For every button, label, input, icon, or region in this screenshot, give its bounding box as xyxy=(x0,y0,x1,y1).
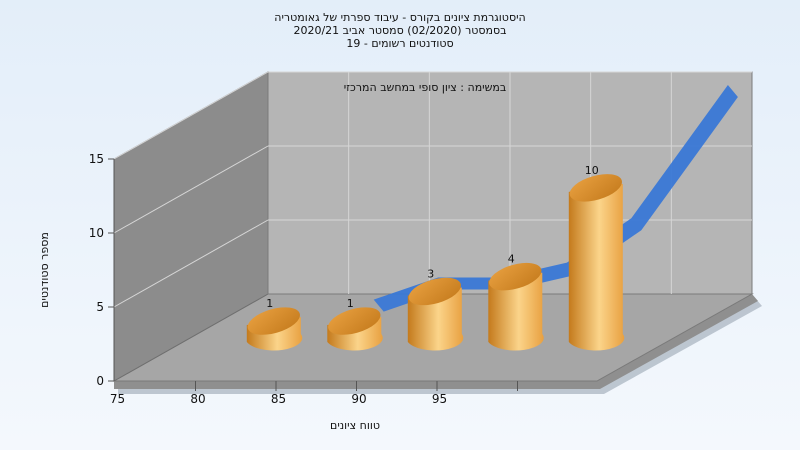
gridline-side xyxy=(113,71,269,160)
x-tick-label: 75 xyxy=(110,392,125,406)
bar-80 xyxy=(327,307,383,351)
bar-75 xyxy=(246,307,303,351)
chart-title-line-1: היסטוגרמת ציונים בקורס - עיבוד ספרתי של … xyxy=(274,11,526,24)
x-tick-label: 95 xyxy=(432,392,447,406)
x-axis-label: טווח ציונים xyxy=(330,419,380,432)
x-tick-label: 85 xyxy=(271,392,286,406)
chart-subtitle: במשימה : ציון סופי במחשב המרכזי xyxy=(344,81,507,94)
bar-value-label: 3 xyxy=(427,267,434,280)
y-tick-label: 5 xyxy=(96,300,104,314)
bar-body xyxy=(488,272,544,351)
x-tick-label: 90 xyxy=(351,392,366,406)
bar-body xyxy=(568,183,625,351)
bar-top xyxy=(489,262,542,291)
y-tick-label: 10 xyxy=(89,226,104,240)
bar-top xyxy=(408,277,461,306)
bar-90 xyxy=(488,262,544,351)
y-tick-label: 0 xyxy=(96,374,104,388)
x-tick-label: 80 xyxy=(190,392,205,406)
bar-value-label: 1 xyxy=(347,297,354,310)
gridline-side xyxy=(113,219,269,308)
y-axis-label: מספר סטודנטים xyxy=(38,232,51,308)
bar-top xyxy=(247,307,300,335)
bar-95 xyxy=(568,174,625,351)
y-tick-label: 15 xyxy=(89,152,104,166)
bar-85 xyxy=(407,277,464,351)
chart-title-line-3: סטודנטים רשומים - 19 xyxy=(346,37,454,50)
cumulative-area-ribbon xyxy=(373,85,738,312)
bar-value-label: 1 xyxy=(266,297,273,310)
bar-top xyxy=(328,307,381,335)
bar-value-label: 10 xyxy=(585,164,599,177)
bar-value-label: 4 xyxy=(508,253,515,266)
gridline-side xyxy=(113,145,269,234)
bar-top xyxy=(569,174,622,202)
chart-title-line-2: בסמסטר (02/2020) סמסטר אביב 2020/21 xyxy=(293,24,507,37)
